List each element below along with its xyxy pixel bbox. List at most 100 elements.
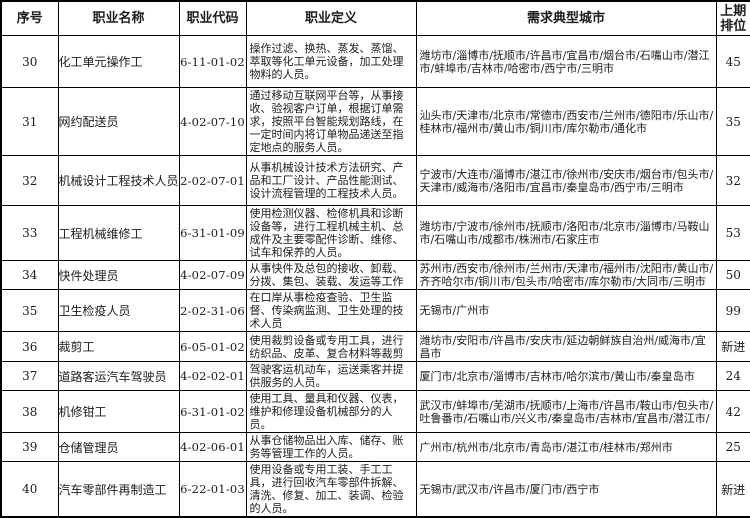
demand-cities-cell: 潍坊市/宁波市/徐州市/抚顺市/洛阳市/北京市/淄博市/马鞍山市/石嘴山市/成都… [415, 205, 717, 261]
occupation-code-cell: 4-02-02-01 [178, 361, 247, 391]
occupation-code-cell: 4-02-07-09 [178, 260, 247, 290]
definition-text: 在口岸从事检疫查验、卫生监督、传染病监测、卫生处理的技术人员 [249, 291, 404, 330]
table-row: 37 道路客运汽车驾驶员 4-02-02-01 驾驶客运机动车，运送乘客并提供服… [0, 361, 750, 391]
previous-rank-cell: 53 [715, 205, 750, 261]
occupation-definition-cell: 在口岸从事检疫查验、卫生监督、传染病监测、卫生处理的技术人员 [245, 289, 417, 332]
serial-cell: 40 [0, 461, 59, 518]
occupation-code-cell: 6-31-01-02 [178, 390, 247, 433]
previous-rank-cell: 42 [715, 390, 750, 433]
header-demand-cities: 需求典型城市 [415, 0, 717, 36]
table-row: 30 化工单元操作工 6-11-01-02 操作过滤、换热、蒸发、蒸馏、萃取等化… [0, 35, 750, 88]
previous-rank-cell: 35 [715, 87, 750, 156]
table-row: 40 汽车零部件再制造工 6-22-01-03 使用设备或专用工装、手工工具，进… [0, 461, 750, 518]
table-header: 序号 职业名称 职业代码 职业定义 需求典型城市 上期排位 [0, 0, 750, 36]
occupation-name-cell: 卫生检疫人员 [57, 289, 180, 332]
occupation-code-cell: 2-02-07-01 [178, 155, 247, 206]
demand-cities-cell: 苏州市/西安市/徐州市/兰州市/天津市/福州市/沈阳市/黄山市/齐齐哈尔市/铜川… [415, 260, 717, 290]
occupation-name-cell: 裁剪工 [57, 331, 180, 362]
demand-cities-cell: 潍坊市/淄博市/抚顺市/许昌市/宜昌市/烟台市/石嘴山市/潜江市/蚌埠市/吉林市… [415, 35, 717, 88]
demand-cities-cell: 无锡市/广州市 [415, 289, 717, 332]
header-occupation-definition: 职业定义 [245, 0, 417, 36]
occupation-code-cell: 6-05-01-02 [178, 331, 247, 362]
definition-text: 使用检测仪器、检修机具和诊断设备等，进行工程机械主机、总成件及主要零配件诊断、维… [249, 207, 404, 259]
serial-cell: 38 [0, 390, 59, 433]
table-row: 36 裁剪工 6-05-01-02 使用裁剪设备或专用工具，进行纺织品、皮革、复… [0, 331, 750, 362]
definition-text: 使用裁剪设备或专用工具，进行纺织品、皮革、复合材料等裁剪的人员。 [249, 333, 404, 361]
serial-cell: 35 [0, 289, 59, 332]
cities-text: 潍坊市/宁波市/徐州市/抚顺市/洛阳市/北京市/淄博市/马鞍山市/石嘴山市/成都… [419, 220, 710, 246]
serial-cell: 36 [0, 331, 59, 362]
serial-cell: 37 [0, 361, 59, 391]
demand-cities-cell: 潍坊市/安阳市/许昌市/安庆市/延边朝鲜族自治州/威海市/宜昌市 [415, 331, 717, 362]
serial-cell: 31 [0, 87, 59, 156]
definition-text: 通过移动互联网平台等，从事接收、验视客户订单，根据订单需求，按照平台智能规划路线… [249, 89, 404, 154]
occupation-name-cell: 汽车零部件再制造工 [57, 461, 180, 518]
table-row: 31 网约配送员 4-02-07-10 通过移动互联网平台等，从事接收、验视客户… [0, 87, 750, 156]
previous-rank-cell: 新进 [715, 331, 750, 362]
occupation-name-cell: 道路客运汽车驾驶员 [57, 361, 180, 391]
cities-text: 厦门市/北京市/淄博市/吉林市/哈尔滨市/黄山市/秦皇岛市 [419, 369, 695, 383]
table-row: 33 工程机械维修工 6-31-01-09 使用检测仪器、检修机具和诊断设备等，… [0, 205, 750, 261]
occupation-name-cell: 化工单元操作工 [57, 35, 180, 88]
occupation-definition-cell: 使用设备或专用工装、手工工具，进行回收汽车零部件拆解、清洗、修复、加工、装调、检… [245, 461, 417, 518]
cities-text: 宁波市/大连市/淄博市/湛江市/徐州市/安庆市/烟台市/包头市/天津市/威海市/… [419, 167, 714, 194]
occupation-definition-cell: 从事仓储物品出入库、储存、账务等管理工作的人员。 [245, 432, 417, 462]
occupation-name-cell: 仓储管理员 [57, 432, 180, 462]
cities-text: 武汉市/蚌埠市/芜湖市/抚顺市/上海市/许昌市/鞍山市/包头市/吐鲁番市/石嘴山… [419, 398, 714, 426]
serial-cell: 39 [0, 432, 59, 462]
occupation-name-cell: 机修钳工 [57, 390, 180, 433]
header-row: 序号 职业名称 职业代码 职业定义 需求典型城市 上期排位 [0, 0, 750, 36]
occupation-code-cell: 4-02-07-10 [178, 87, 247, 156]
table-body: 30 化工单元操作工 6-11-01-02 操作过滤、换热、蒸发、蒸馏、萃取等化… [0, 35, 750, 518]
previous-rank-cell: 50 [715, 260, 750, 290]
demand-cities-cell: 广州市/杭州市/北京市/青岛市/湛江市/桂林市/郑州市 [415, 432, 717, 462]
table-row: 34 快件处理员 4-02-07-09 从事快件及总包的接收、卸载、分拨、集包、… [0, 260, 750, 290]
occupation-definition-cell: 从事快件及总包的接收、卸载、分拨、集包、装载、发运等工作的人员。 [245, 260, 417, 290]
occupation-definition-cell: 使用工具、量具和仪器、仪表，维护和修理设备机械部分的人员。 [245, 390, 417, 433]
definition-text: 从事仓储物品出入库、储存、账务等管理工作的人员。 [249, 434, 404, 460]
occupation-definition-cell: 使用检测仪器、检修机具和诊断设备等，进行工程机械主机、总成件及主要零配件诊断、维… [245, 205, 417, 261]
previous-rank-cell: 32 [715, 155, 750, 206]
serial-cell: 34 [0, 260, 59, 290]
occupation-definition-cell: 使用裁剪设备或专用工具，进行纺织品、皮革、复合材料等裁剪的人员。 [245, 331, 417, 362]
previous-rank-cell: 新进 [715, 461, 750, 518]
table-row: 39 仓储管理员 4-02-06-01 从事仓储物品出入库、储存、账务等管理工作… [0, 432, 750, 462]
table-row: 32 机械设计工程技术人员 2-02-07-01 从事机械设计技术方法研究、产品… [0, 155, 750, 206]
definition-text: 从事快件及总包的接收、卸载、分拨、集包、装载、发运等工作的人员。 [249, 262, 404, 289]
cities-text: 潍坊市/安阳市/许昌市/安庆市/延边朝鲜族自治州/威海市/宜昌市 [419, 333, 706, 360]
serial-cell: 33 [0, 205, 59, 261]
occupation-code-cell: 2-02-31-06 [178, 289, 247, 332]
cities-text: 苏州市/西安市/徐州市/兰州市/天津市/福州市/沈阳市/黄山市/齐齐哈尔市/铜川… [419, 262, 714, 288]
definition-text: 驾驶客运机动车，运送乘客并提供服务的人员。 [249, 363, 404, 389]
previous-rank-cell: 99 [715, 289, 750, 332]
occupation-name-cell: 工程机械维修工 [57, 205, 180, 261]
cities-text: 无锡市/广州市 [419, 304, 490, 317]
definition-text: 操作过滤、换热、蒸发、蒸馏、萃取等化工单元设备，加工处理物料的人员。 [249, 42, 404, 81]
previous-rank-cell: 24 [715, 361, 750, 391]
occupation-definition-cell: 通过移动互联网平台等，从事接收、验视客户订单，根据订单需求，按照平台智能规划路线… [245, 87, 417, 156]
cities-text: 广州市/杭州市/北京市/青岛市/湛江市/桂林市/郑州市 [419, 440, 673, 454]
occupation-code-cell: 6-11-01-02 [178, 35, 247, 88]
occupation-name-cell: 网约配送员 [57, 87, 180, 156]
demand-cities-cell: 汕头市/天津市/北京市/常德市/西安市/兰州市/德阳市/乐山市/桂林市/福州市/… [415, 87, 717, 156]
demand-cities-cell: 无锡市/武汉市/许昌市/厦门市/西宁市 [415, 461, 717, 518]
occupation-definition-cell: 操作过滤、换热、蒸发、蒸馏、萃取等化工单元设备，加工处理物料的人员。 [245, 35, 417, 88]
occupation-name-cell: 快件处理员 [57, 260, 180, 290]
demand-cities-cell: 宁波市/大连市/淄博市/湛江市/徐州市/安庆市/烟台市/包头市/天津市/威海市/… [415, 155, 717, 206]
cities-text: 无锡市/武汉市/许昌市/厦门市/西宁市 [419, 482, 600, 496]
demand-cities-cell: 厦门市/北京市/淄博市/吉林市/哈尔滨市/黄山市/秦皇岛市 [415, 361, 717, 391]
header-previous-rank: 上期排位 [715, 0, 750, 36]
table-row: 35 卫生检疫人员 2-02-31-06 在口岸从事检疫查验、卫生监督、传染病监… [0, 289, 750, 332]
definition-text: 使用设备或专用工装、手工工具，进行回收汽车零部件拆解、清洗、修复、加工、装调、检… [249, 463, 404, 515]
definition-text: 使用工具、量具和仪器、仪表，维护和修理设备机械部分的人员。 [249, 392, 404, 431]
serial-cell: 32 [0, 155, 59, 206]
serial-cell: 30 [0, 35, 59, 88]
table-row: 38 机修钳工 6-31-01-02 使用工具、量具和仪器、仪表，维护和修理设备… [0, 390, 750, 433]
header-occupation-name: 职业名称 [57, 0, 180, 36]
occupation-definition-cell: 从事机械设计技术方法研究、产品和工厂设计、产品性能测试、设计流程管理的工程技术人… [245, 155, 417, 206]
occupation-code-cell: 6-31-01-09 [178, 205, 247, 261]
header-occupation-code: 职业代码 [178, 0, 247, 36]
definition-text: 从事机械设计技术方法研究、产品和工厂设计、产品性能测试、设计流程管理的工程技术人… [249, 161, 404, 200]
header-serial: 序号 [0, 0, 59, 36]
